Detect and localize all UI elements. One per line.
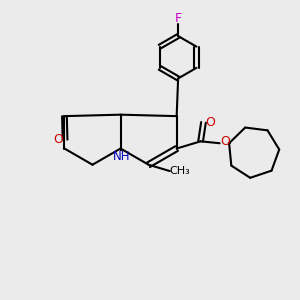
Text: NH: NH <box>113 150 131 163</box>
Text: CH₃: CH₃ <box>170 166 190 176</box>
Text: O: O <box>54 133 64 146</box>
Text: F: F <box>175 12 182 25</box>
Text: O: O <box>205 116 215 129</box>
Text: O: O <box>220 135 230 148</box>
